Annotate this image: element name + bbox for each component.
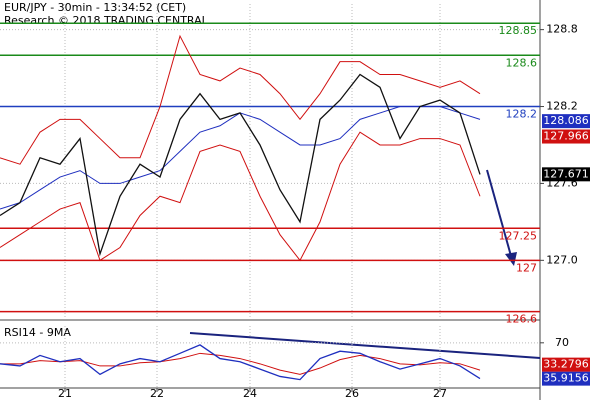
chart-title: EUR/JPY - 30min - 13:34:52 (CET) bbox=[4, 1, 186, 14]
level-label: 127 bbox=[516, 261, 537, 274]
forecast-arrow bbox=[486, 169, 512, 257]
price-tag bbox=[542, 129, 590, 144]
y-tick-label: 128.2 bbox=[546, 100, 578, 113]
y-tick-label: 128.8 bbox=[546, 23, 578, 36]
price-tag-label: 127.671 bbox=[543, 167, 589, 180]
level-label: 128.2 bbox=[506, 108, 538, 121]
series-line bbox=[0, 352, 481, 375]
level-label: 128.85 bbox=[499, 24, 538, 37]
series-line bbox=[0, 34, 481, 165]
level-label: 126.6 bbox=[506, 313, 538, 326]
x-tick-label: 27 bbox=[433, 387, 447, 400]
price-tag bbox=[542, 114, 590, 129]
y-tick-label: 127.0 bbox=[546, 253, 578, 266]
price-tag-label: 35.9156 bbox=[543, 372, 589, 385]
x-tick-label: 26 bbox=[345, 387, 359, 400]
price-tag bbox=[542, 167, 590, 182]
rsi-title: RSI14 - 9MA bbox=[4, 326, 71, 339]
series-line bbox=[0, 131, 481, 262]
series-line bbox=[0, 73, 481, 257]
level-label: 128.6 bbox=[506, 56, 538, 69]
x-tick-label: 22 bbox=[150, 387, 164, 400]
chart-subtitle: Research © 2018 TRADING CENTRAL bbox=[4, 14, 209, 27]
price-tag-label: 33.2796 bbox=[543, 358, 589, 371]
x-tick-label: 24 bbox=[243, 387, 257, 400]
price-tag-label: 128.086 bbox=[543, 114, 589, 127]
price-tag-label: 127.966 bbox=[543, 130, 589, 143]
arrow-head bbox=[505, 252, 517, 266]
trend-line bbox=[189, 332, 541, 359]
price-tag bbox=[542, 357, 590, 372]
y-tick-label: 70 bbox=[555, 336, 569, 349]
level-label: 127.25 bbox=[499, 229, 538, 242]
series-line bbox=[0, 344, 481, 381]
x-tick-label: 21 bbox=[58, 387, 72, 400]
price-tag bbox=[542, 371, 590, 386]
